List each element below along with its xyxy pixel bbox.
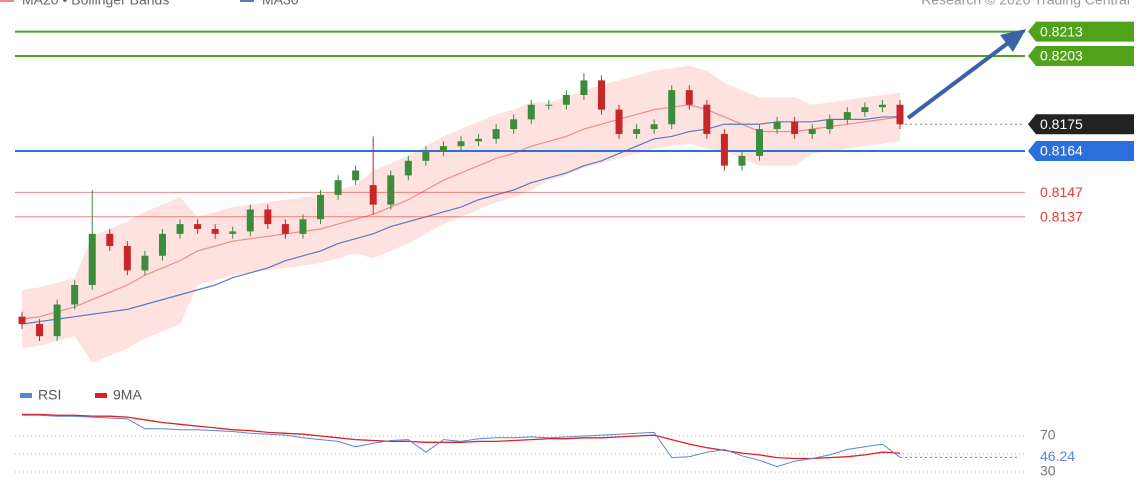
candle-body xyxy=(843,112,851,120)
trend-arrow xyxy=(906,29,1026,120)
level-label-box xyxy=(1028,21,1134,42)
level-label: 0.8213 xyxy=(1040,23,1083,39)
candle-body xyxy=(53,304,61,337)
candle-body xyxy=(720,133,728,166)
candle-body xyxy=(773,121,781,130)
legend-swatch xyxy=(20,393,32,398)
candle-body xyxy=(756,129,764,156)
legend-label: 9MA xyxy=(113,387,142,403)
candle-body xyxy=(791,121,799,134)
price-panel: MA20 • Bollinger Bands MA30 Research © 202… xyxy=(0,0,1134,363)
candle-body xyxy=(510,119,518,130)
candle-body xyxy=(281,224,289,234)
candle-body xyxy=(703,104,711,134)
candle-body xyxy=(633,129,641,134)
candle-body xyxy=(615,109,623,134)
legend-label: MA30 xyxy=(262,0,299,8)
candle-body xyxy=(369,185,377,205)
candle-body xyxy=(650,124,658,130)
series-line xyxy=(22,414,901,468)
candle-body xyxy=(826,119,834,130)
candle-body xyxy=(106,233,114,247)
moving-average xyxy=(21,116,900,325)
candle-body xyxy=(457,141,465,147)
current-value-label: 46.24 xyxy=(1040,448,1075,464)
candle-body xyxy=(387,175,395,205)
candle-body xyxy=(264,209,272,225)
level-label-box xyxy=(1028,46,1134,67)
legend-label: MA20 • Bollinger Bands xyxy=(22,0,169,8)
candle-body xyxy=(422,151,430,161)
rsi-panel: 70 30 RSI 9MA 46.24 xyxy=(15,387,1075,479)
level-label: 0.8175 xyxy=(1040,116,1083,132)
level-label: 0.8147 xyxy=(1040,184,1083,200)
candle-body xyxy=(738,155,746,166)
candle-body xyxy=(229,231,237,234)
level-label: 0.8164 xyxy=(1040,143,1083,159)
candle-body xyxy=(404,160,412,176)
candle-body xyxy=(597,80,605,110)
candle-body xyxy=(562,95,570,105)
candle-body xyxy=(475,138,483,142)
candle-body xyxy=(896,104,904,125)
level-label: 0.8203 xyxy=(1040,48,1083,64)
candle-body xyxy=(352,170,360,181)
candle-body xyxy=(334,180,342,195)
candle-body xyxy=(545,104,553,106)
candle-body xyxy=(861,107,869,113)
candle-body xyxy=(492,129,500,139)
y-tick-label: 70 xyxy=(1040,427,1056,443)
candle-body xyxy=(299,219,307,234)
candle-body xyxy=(18,316,26,324)
moving-average xyxy=(21,104,901,320)
candle-body xyxy=(668,90,676,125)
source: Research © 2020 Trading Central xyxy=(921,0,1130,8)
level-label: 0.8137 xyxy=(1040,208,1083,224)
candle-body xyxy=(176,224,184,234)
level-label-box xyxy=(1028,114,1134,135)
legend-swatch xyxy=(95,393,107,398)
candle-body xyxy=(808,129,816,134)
candle-body xyxy=(36,323,44,337)
series-line xyxy=(22,413,901,460)
candle-body xyxy=(194,224,202,229)
candle-body xyxy=(527,104,535,120)
y-tick-label: 30 xyxy=(1040,463,1056,479)
candle-body xyxy=(246,209,254,232)
bollinger-band xyxy=(22,65,900,363)
candle-body xyxy=(580,80,588,95)
level-label-box xyxy=(1028,141,1134,162)
candle-body xyxy=(317,194,325,220)
arrow-shaft xyxy=(906,41,1010,120)
candle-body xyxy=(71,285,79,305)
candle-body xyxy=(141,255,149,271)
candle-body xyxy=(211,228,219,234)
candle-body xyxy=(158,233,166,256)
candle-body xyxy=(123,246,131,271)
candle-body xyxy=(878,104,886,108)
candle-body xyxy=(685,90,693,105)
candle-body xyxy=(88,233,96,285)
arrow-head xyxy=(1000,29,1026,52)
legend-label: RSI xyxy=(38,387,61,403)
candle-body xyxy=(439,146,447,152)
